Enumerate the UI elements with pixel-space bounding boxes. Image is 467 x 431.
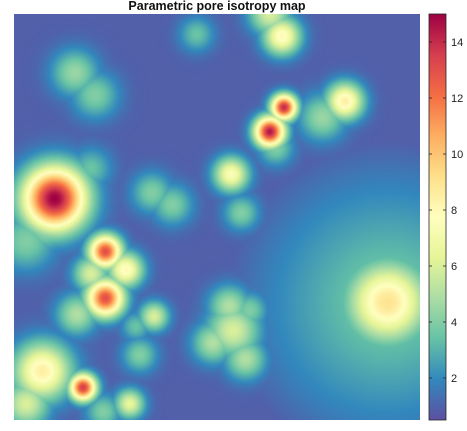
colorbar-tick-label: 14 (451, 37, 463, 49)
colorbar-ticks: 2 4 6 8 10 12 14 (429, 37, 463, 385)
chart-title: Parametric pore isotropy map (128, 0, 306, 13)
heatmap-image (14, 14, 420, 420)
colorbar-gradient (428, 13, 447, 421)
colorbar-tick-label: 12 (451, 93, 463, 105)
colorbar-tick-label: 6 (451, 261, 457, 273)
colorbar-tick-label: 2 (451, 373, 457, 385)
colorbar-tick-label: 4 (451, 317, 457, 329)
colorbar: 2 4 6 8 10 12 14 (428, 13, 463, 421)
heatmap-plot-area (14, 14, 420, 420)
colorbar-tick-label: 8 (451, 205, 457, 217)
colorbar-tick-label: 10 (451, 149, 463, 161)
